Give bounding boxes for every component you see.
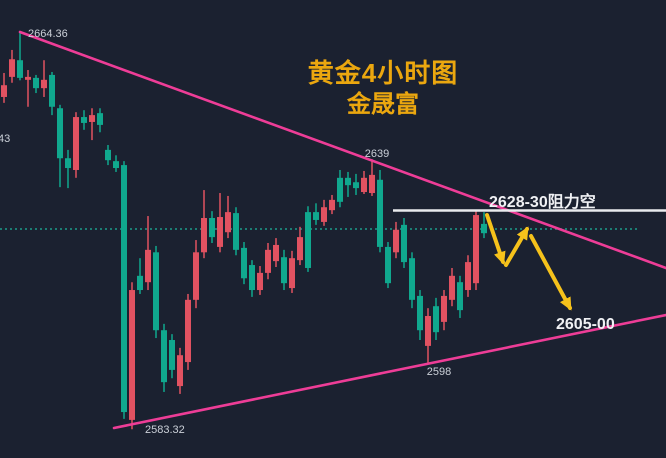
candle-body bbox=[9, 59, 15, 77]
candle-body bbox=[257, 272, 263, 291]
candle-body bbox=[185, 299, 191, 363]
candle-body bbox=[169, 340, 175, 370]
candle-body bbox=[177, 355, 183, 387]
candle-body bbox=[49, 74, 55, 107]
candle-body bbox=[409, 258, 415, 300]
price-label: 43 bbox=[0, 133, 10, 145]
annotation-label: 2605-00 bbox=[556, 316, 615, 333]
candle-body bbox=[193, 252, 199, 300]
candle-body bbox=[241, 247, 247, 279]
candle-body bbox=[145, 249, 151, 283]
candle-body bbox=[281, 257, 287, 284]
annotation-label: 2628-30阻力空 bbox=[489, 192, 596, 211]
candle-body bbox=[441, 295, 447, 322]
candle-body bbox=[225, 212, 231, 233]
candle-body bbox=[249, 265, 255, 291]
candle-body bbox=[433, 306, 439, 333]
candle-body bbox=[401, 224, 407, 263]
candle-body bbox=[353, 182, 359, 189]
candle-body bbox=[105, 149, 111, 161]
candle-body bbox=[313, 212, 319, 220]
candle-body bbox=[393, 229, 399, 253]
candle-body bbox=[121, 165, 127, 413]
forecast-arrow bbox=[504, 226, 529, 267]
candle-body bbox=[449, 275, 455, 300]
candle-body bbox=[369, 174, 375, 194]
candle-body bbox=[73, 117, 79, 170]
candle-body bbox=[81, 117, 87, 123]
price-label: 2583.32 bbox=[145, 424, 185, 436]
candle-body bbox=[417, 295, 423, 331]
lower-ascending-trendline bbox=[112, 313, 666, 430]
price-label: 2598 bbox=[427, 366, 451, 378]
candle-body bbox=[425, 316, 431, 346]
candle-body bbox=[57, 108, 63, 159]
candle-body bbox=[137, 275, 143, 291]
candle-body bbox=[345, 177, 351, 186]
candle-body bbox=[481, 223, 487, 234]
candle-body bbox=[233, 213, 239, 250]
candle-body bbox=[289, 258, 295, 289]
candle-body bbox=[465, 262, 471, 291]
candle-body bbox=[25, 76, 31, 80]
candle-body bbox=[297, 237, 303, 261]
price-label: 2664.36 bbox=[28, 28, 68, 40]
candle-body bbox=[1, 85, 7, 97]
candle-body bbox=[321, 207, 327, 222]
candle-body bbox=[305, 212, 311, 268]
candle-body bbox=[361, 177, 367, 193]
candle-body bbox=[377, 179, 383, 247]
candle-body bbox=[153, 252, 159, 331]
candle-body bbox=[201, 218, 207, 253]
candle-body bbox=[329, 199, 335, 211]
upper-descending-trendline bbox=[18, 30, 666, 270]
candle-body bbox=[457, 282, 463, 311]
candle-body bbox=[209, 218, 215, 238]
forecast-arrow bbox=[529, 234, 572, 311]
candle-body bbox=[337, 177, 343, 202]
candle-body bbox=[217, 217, 223, 247]
candle-body bbox=[65, 158, 71, 169]
candle-body bbox=[113, 161, 119, 169]
candle-body bbox=[161, 330, 167, 383]
candle-body bbox=[33, 77, 39, 89]
price-label: 2639 bbox=[365, 148, 389, 160]
forecast-arrow bbox=[485, 213, 506, 265]
candle-body bbox=[97, 113, 103, 125]
candle-body bbox=[129, 290, 135, 420]
candle-body bbox=[89, 115, 95, 122]
candle-body bbox=[265, 249, 271, 273]
candle-body bbox=[473, 215, 479, 284]
candle-body bbox=[17, 60, 23, 78]
candle-body bbox=[273, 244, 279, 262]
candle-body bbox=[385, 246, 391, 284]
candle-body bbox=[41, 79, 47, 89]
